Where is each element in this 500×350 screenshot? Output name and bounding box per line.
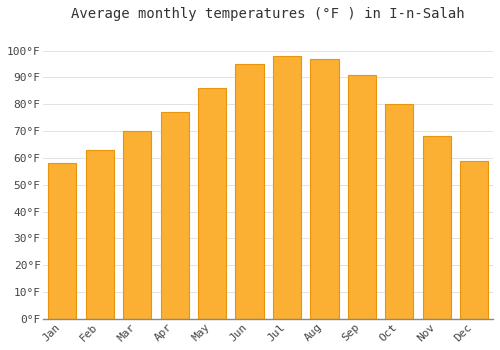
Bar	[460, 161, 488, 319]
Bar	[48, 163, 76, 319]
Bar	[423, 136, 451, 319]
Bar	[386, 104, 413, 319]
Bar	[348, 75, 376, 319]
Bar	[123, 131, 151, 319]
Bar	[273, 56, 301, 319]
Bar	[160, 112, 188, 319]
Bar	[310, 58, 338, 319]
Bar	[236, 64, 264, 319]
Title: Average monthly temperatures (°F ) in I-n-Salah: Average monthly temperatures (°F ) in I-…	[72, 7, 465, 21]
Bar	[198, 88, 226, 319]
Bar	[86, 150, 114, 319]
